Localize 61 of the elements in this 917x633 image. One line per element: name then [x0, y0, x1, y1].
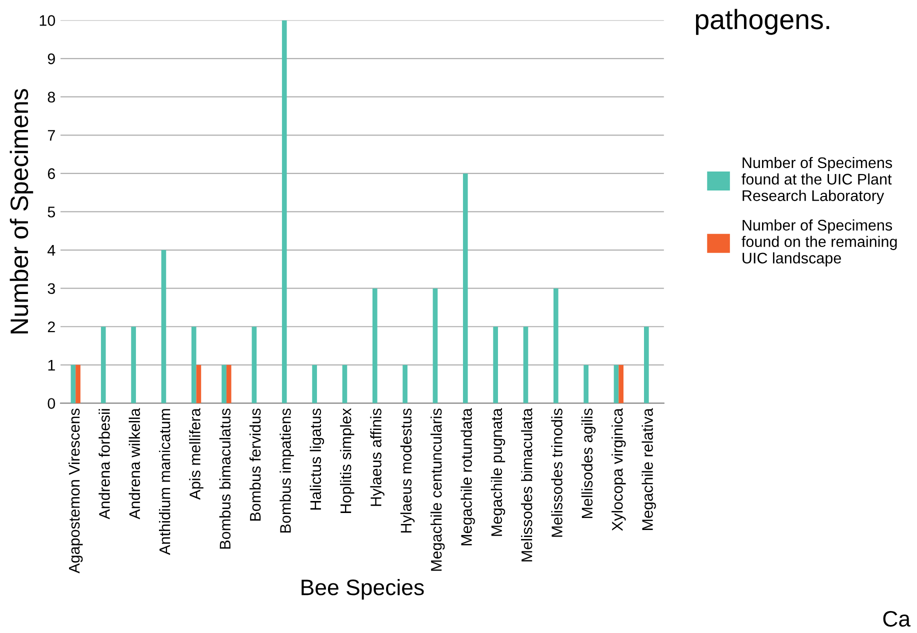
x-tick-label: Melissodes bimaculata — [521, 408, 532, 562]
x-tick-label: Agapostemon Virescens — [68, 408, 83, 574]
bar — [584, 364, 588, 404]
x-tick-label: Mellisodes agilis — [581, 408, 596, 518]
y-tick-label: 3 — [48, 283, 55, 294]
y-tick-label: 1 — [48, 360, 55, 370]
x-tick-label: Bombus fervidus — [250, 408, 261, 521]
x-tick-label: Megachile pugnata — [490, 408, 506, 536]
y-tick-label: 2 — [48, 321, 55, 332]
y-tick-label: 10 — [40, 15, 56, 26]
bar — [161, 250, 166, 404]
bar — [618, 364, 624, 404]
x-tick-label: Megachile centuncularis — [430, 408, 445, 571]
bar — [100, 326, 106, 404]
x-tick-label: Apis mellifera — [189, 408, 204, 500]
x-tick-label: Hoplitis simplex — [340, 408, 354, 513]
y-tick-label: 5 — [48, 206, 56, 218]
bar — [191, 326, 196, 404]
bar — [614, 364, 619, 404]
bar — [342, 364, 348, 404]
bar — [226, 364, 232, 404]
y-axis-title: Number of Specimens — [10, 88, 34, 334]
bar — [282, 20, 287, 404]
text: pathogens. — [696, 8, 830, 35]
bar — [493, 326, 498, 404]
bar — [462, 173, 468, 404]
x-tick-label: Xylocopa virginica — [612, 408, 626, 531]
y-tick-label: 8 — [48, 92, 55, 103]
text: Ca — [883, 610, 911, 627]
bar — [553, 288, 558, 404]
x-tick-label: Andrena wilkella — [128, 408, 140, 520]
bar — [402, 364, 408, 404]
x-tick-label: Bombus impatiens — [280, 408, 294, 532]
bar — [252, 326, 257, 404]
legend-label: Number of Specimens found at the UIC Plant Research Laboratory — [742, 156, 892, 204]
x-tick-label: Melissodes trinodis — [551, 408, 562, 537]
x-tick-label: Anthidium manicatum — [158, 409, 170, 555]
bar — [196, 364, 202, 404]
x-tick-label: Andrena forbesii — [98, 409, 110, 520]
bar — [76, 364, 80, 404]
x-axis-title: Bee Species — [302, 578, 424, 600]
bar — [222, 364, 226, 404]
legend-label: Number of Specimens found on the remaining UIC landscape — [742, 219, 897, 267]
bar — [131, 326, 136, 404]
bar — [372, 288, 378, 404]
x-tick-label: Megachile rotundata — [460, 408, 475, 546]
y-tick-label: 7 — [48, 130, 55, 141]
bar — [432, 288, 438, 404]
y-tick-label: 6 — [48, 168, 55, 180]
y-tick-label: 9 — [48, 53, 55, 64]
x-tick-label: Bombus bimaculatus — [219, 408, 231, 549]
x-tick-label: Halictus ligatus — [310, 408, 324, 510]
bar — [644, 326, 649, 404]
bar — [70, 364, 76, 404]
x-tick-label: Hylaeus affinis — [370, 408, 384, 506]
y-tick-label: 4 — [48, 245, 56, 256]
x-tick-label: Megachile relativa — [642, 408, 656, 530]
x-tick-label: Hylaeus modestus — [400, 408, 415, 532]
y-tick-label: 0 — [48, 398, 56, 409]
bar — [312, 364, 317, 404]
bar — [523, 326, 528, 404]
